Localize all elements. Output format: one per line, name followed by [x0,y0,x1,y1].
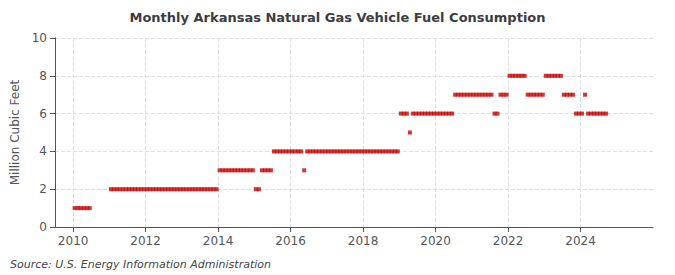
svg-text:6: 6 [39,107,47,121]
svg-text:8: 8 [39,69,47,83]
svg-text:2012: 2012 [130,234,161,248]
svg-text:2: 2 [39,182,47,196]
svg-text:2024: 2024 [565,234,596,248]
svg-text:2022: 2022 [493,234,524,248]
svg-text:2020: 2020 [420,234,451,248]
svg-text:2018: 2018 [348,234,379,248]
svg-text:Monthly Arkansas Natural Gas V: Monthly Arkansas Natural Gas Vehicle Fue… [129,10,545,25]
svg-text:2016: 2016 [275,234,306,248]
svg-text:0: 0 [39,220,47,234]
svg-text:Million Cubic Feet: Million Cubic Feet [8,79,22,185]
svg-text:4: 4 [39,144,47,158]
svg-text:2014: 2014 [203,234,234,248]
svg-text:10: 10 [32,31,47,45]
svg-text:2010: 2010 [58,234,89,248]
svg-text:Source: U.S. Energy Informatio: Source: U.S. Energy Information Administ… [10,258,271,271]
